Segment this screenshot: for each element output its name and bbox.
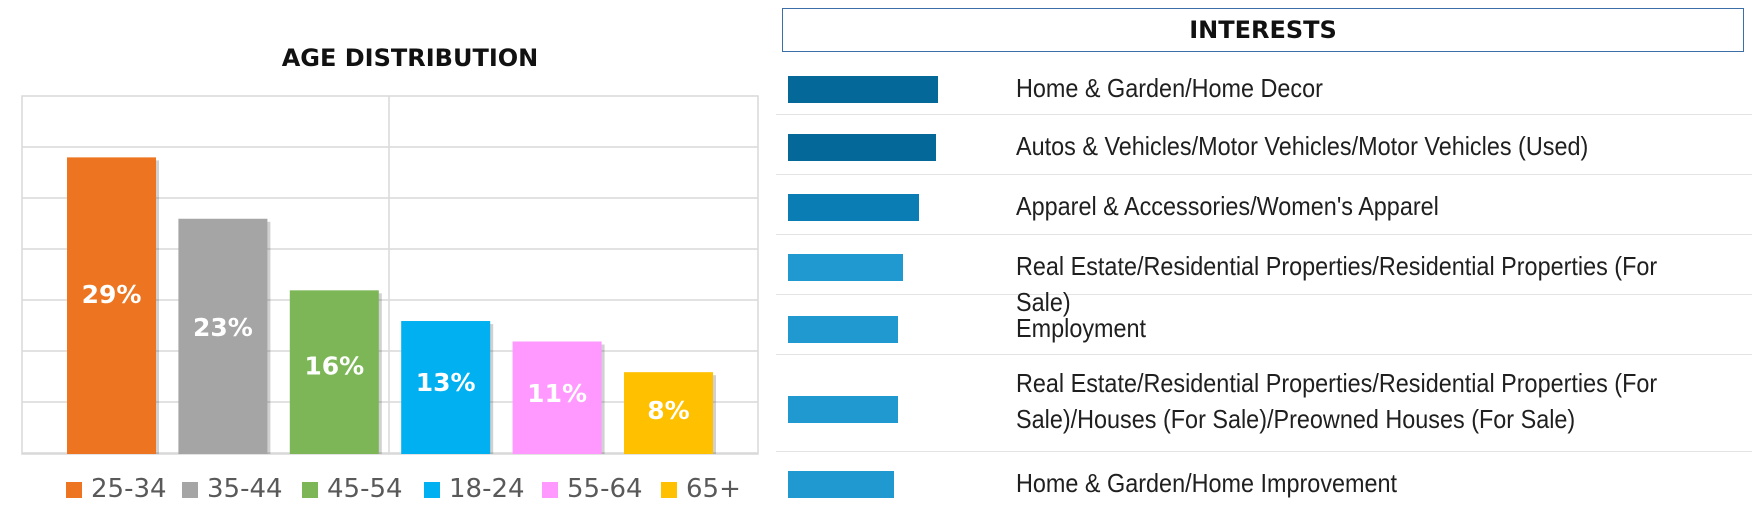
interest-bar: [788, 76, 938, 103]
interest-label: Autos & Vehicles/Motor Vehicles/Motor Ve…: [1016, 131, 1589, 161]
interest-label: Home & Garden/Home Decor: [1016, 73, 1323, 103]
interest-label: Real Estate/Residential Properties/Resid…: [1016, 251, 1658, 317]
bar-18-24: [401, 321, 491, 454]
bar-35-44: [178, 218, 268, 454]
legend-label: 55-64: [567, 474, 643, 504]
legend-swatch-18-24: [424, 482, 440, 498]
interest-label: Real Estate/Residential Properties/Resid…: [1016, 368, 1658, 434]
legend-label: 25-34: [91, 474, 167, 504]
interest-bar: [788, 316, 899, 343]
bar-65+: [624, 372, 713, 454]
interest-row: Apparel & Accessories/Women's Apparel: [776, 175, 1752, 235]
legend-swatch-65+: [661, 482, 677, 498]
bar-45-54: [289, 290, 379, 454]
bar-25-34: [67, 157, 156, 454]
legend-swatch-35-44: [182, 482, 198, 498]
interest-label: Home & Garden/Home Improvement: [1016, 468, 1398, 498]
legend-label: 65+: [686, 474, 741, 504]
interests-title: INTERESTS: [782, 8, 1744, 52]
interest-bar: [788, 396, 899, 423]
bar-value-label: 13%: [416, 368, 476, 397]
age-distribution-chart: 29% 23% 16% 13% 11% 8% 25-34 35-44 45-54 18-24 55-…: [21, 95, 759, 504]
interest-label: Apparel & Accessories/Women's Apparel: [1016, 191, 1439, 221]
interest-row: Real Estate/Residential Properties/Resid…: [776, 355, 1752, 452]
legend-swatch-25-34: [66, 482, 82, 498]
interest-bar: [788, 134, 936, 161]
interest-bar: [788, 254, 903, 281]
legend-swatch-55-64: [542, 482, 558, 498]
interest-label: Employment: [1016, 313, 1147, 343]
age-chart-title: AGE DISTRIBUTION: [281, 44, 539, 72]
interest-bar: [788, 471, 894, 498]
bar-value-label: 29%: [82, 280, 142, 309]
interest-row: Home & Garden/Home Decor: [776, 62, 1752, 115]
age-distribution-panel: AGE DISTRIBUTION 29% 23% 16% 13% 11% 8% 25-34 3…: [0, 0, 770, 510]
interests-panel: INTERESTS Home & Garden/Home Decor Autos …: [776, 0, 1752, 510]
bar-value-label: 23%: [193, 313, 253, 342]
bar-value-label: 11%: [527, 379, 587, 408]
bar-55-64: [512, 341, 602, 454]
interest-row: Autos & Vehicles/Motor Vehicles/Motor Ve…: [776, 115, 1752, 175]
legend-label: 35-44: [207, 474, 283, 504]
legend-label: 18-24: [449, 474, 525, 504]
interest-bar: [788, 194, 920, 221]
interest-row: Home & Garden/Home Improvement: [776, 452, 1752, 510]
legend-label: 45-54: [327, 474, 403, 504]
bar-value-label: 16%: [304, 352, 364, 381]
interest-row: Employment: [776, 295, 1752, 355]
bar-value-label: 8%: [647, 396, 689, 425]
plot-area: [21, 95, 759, 455]
interest-row: Real Estate/Residential Properties/Resid…: [776, 235, 1752, 317]
legend-swatch-45-54: [302, 482, 318, 498]
